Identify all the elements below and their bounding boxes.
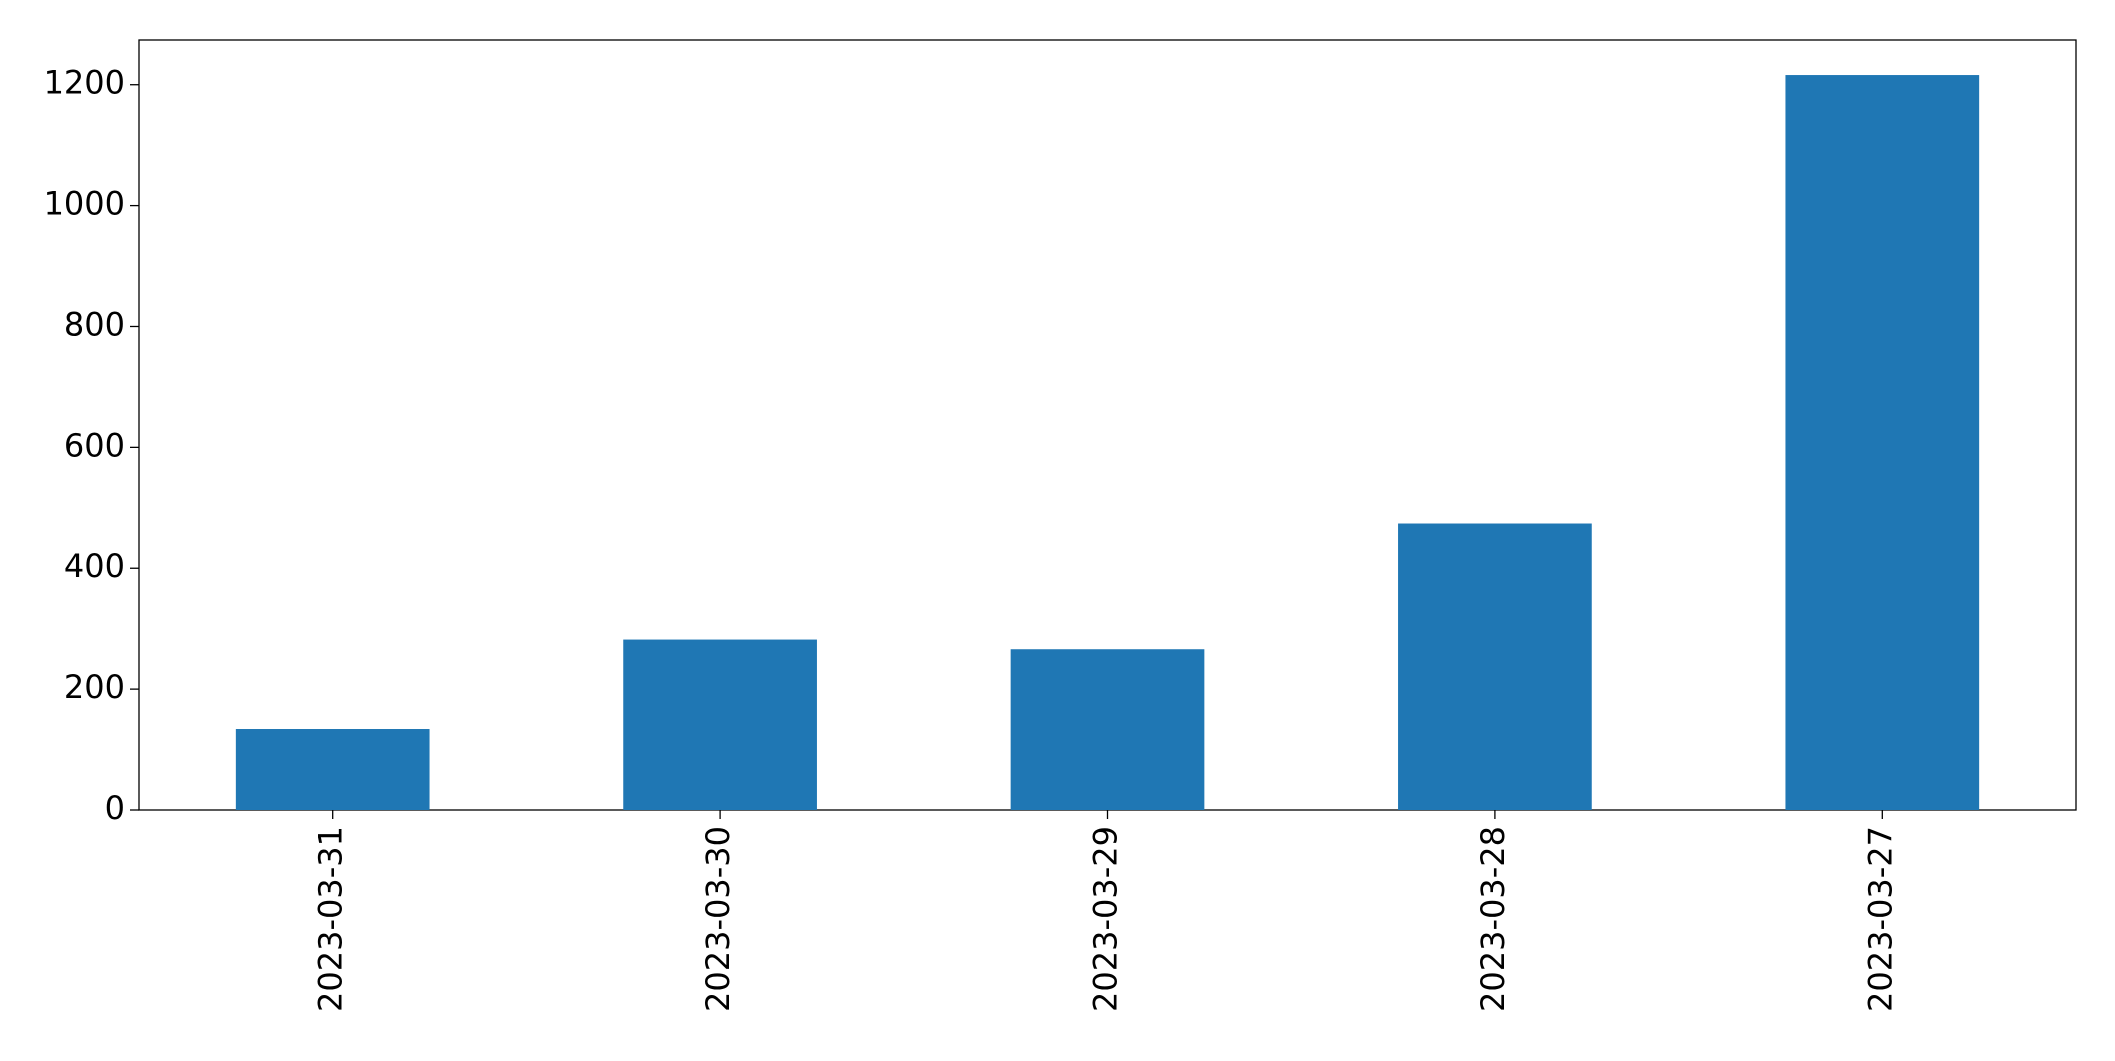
x-tick-label: 2023-03-28	[1474, 826, 1512, 1012]
y-tick-label: 400	[64, 547, 125, 585]
x-tick-label: 2023-03-30	[699, 826, 737, 1012]
x-tick-label: 2023-03-27	[1861, 826, 1899, 1012]
y-tick-label: 200	[64, 668, 125, 706]
y-tick-label: 0	[105, 789, 125, 827]
y-tick-label: 1000	[44, 185, 125, 223]
y-tick-label: 800	[64, 305, 125, 343]
bar	[235, 729, 430, 810]
bar	[1398, 523, 1592, 810]
bar	[1010, 649, 1205, 810]
y-tick-label: 600	[64, 426, 125, 464]
bar	[1785, 75, 1980, 811]
x-tick-label: 2023-03-31	[312, 826, 350, 1012]
bar	[623, 639, 817, 810]
x-tick-label: 2023-03-29	[1087, 826, 1125, 1012]
y-tick-label: 1200	[44, 64, 125, 102]
